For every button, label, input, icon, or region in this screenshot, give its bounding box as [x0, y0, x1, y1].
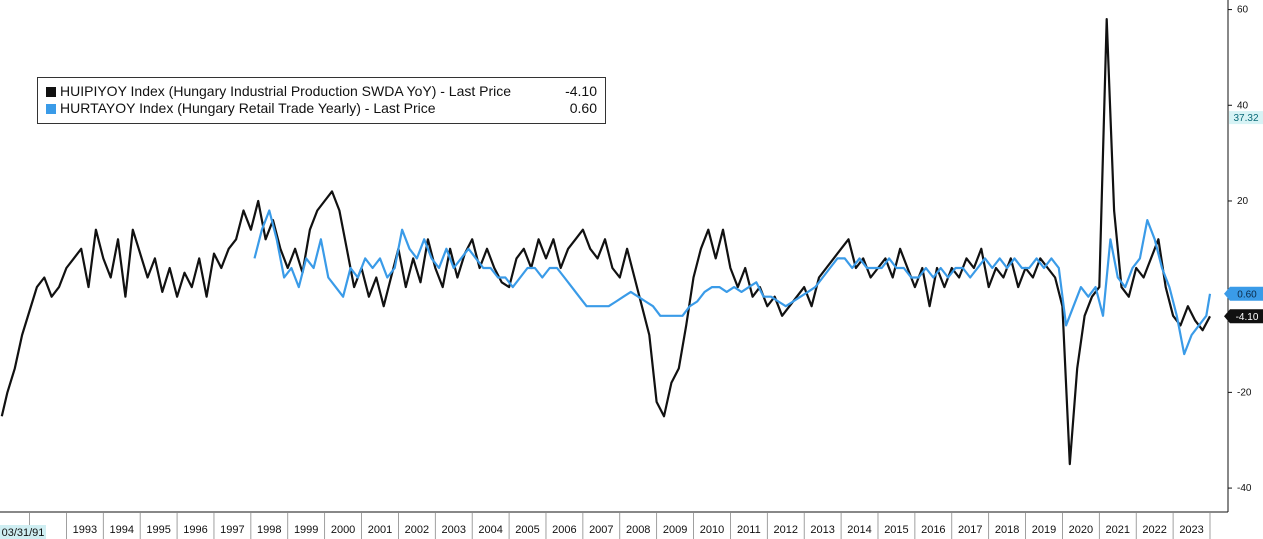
last-value-badge-black	[1224, 309, 1263, 324]
x-tick-label: 2009	[663, 524, 687, 536]
y-tick-label: -40	[1237, 483, 1252, 494]
x-tick-label: 2017	[958, 524, 982, 536]
x-tick-label: 2012	[774, 524, 798, 536]
x-tick-label: 2003	[442, 524, 466, 536]
last-value-label-black: -4.10	[1236, 312, 1259, 323]
y-tick-label: 20	[1237, 196, 1249, 207]
x-tick-label: 1994	[109, 524, 133, 536]
plot-area	[0, 18, 1212, 466]
max-value-badge	[1229, 111, 1263, 125]
legend-swatch-black	[46, 86, 56, 97]
value-badges: 37.32 0.60 -4.10	[1224, 111, 1263, 324]
y-axis: 60 40 20 -20 -40	[1227, 0, 1252, 512]
x-tick-label: 2007	[589, 524, 613, 536]
x-tick-label: 2010	[700, 524, 724, 536]
x-tick-label: 2008	[626, 524, 650, 536]
x-tick-label: 2002	[405, 524, 429, 536]
x-start-label: 03/31/91	[2, 527, 45, 539]
x-tick-label: 2019	[1032, 524, 1056, 536]
chart-legend: HUIPIYOY Index (Hungary Industrial Produ…	[37, 77, 606, 124]
x-tick-label: 1998	[257, 524, 281, 536]
x-tick-label: 2013	[810, 524, 834, 536]
x-tick-label: 2005	[515, 524, 539, 536]
x-start-badge	[0, 525, 46, 539]
x-tick-label: 2020	[1069, 524, 1093, 536]
legend-item-hurtayoy: HURTAYOY Index (Hungary Retail Trade Yea…	[46, 100, 597, 117]
x-tick-label: 2014	[847, 524, 871, 536]
y-tick-label: -20	[1237, 387, 1252, 398]
legend-value: -4.10	[565, 83, 597, 99]
x-tick-label: 2016	[921, 524, 945, 536]
legend-label: HUIPIYOY Index (Hungary Industrial Produ…	[60, 83, 512, 99]
series-line-hurtayoy	[253, 209, 1212, 356]
legend-value: 0.60	[569, 100, 597, 116]
x-tick-label: 2000	[331, 524, 355, 536]
last-value-badge-blue	[1224, 286, 1263, 301]
x-tick-label: 2006	[552, 524, 576, 536]
x-axis: 1993 1994 1995 1996 1997 1998 1999 2000 2001 2002…	[0, 511, 1228, 539]
x-tick-label: 2018	[995, 524, 1019, 536]
x-tick-label: 1996	[183, 524, 207, 536]
x-tick-label: 2011	[737, 524, 761, 536]
max-value-label: 37.32	[1233, 113, 1258, 124]
x-tick-label: 1995	[146, 524, 170, 536]
x-tick-label: 2004	[478, 524, 502, 536]
x-tick-label: 1993	[73, 524, 97, 536]
last-value-label-blue: 0.60	[1237, 289, 1257, 300]
x-tick-label: 2023	[1179, 524, 1203, 536]
x-tick-label: 2021	[1106, 524, 1130, 536]
x-tick-label: 1997	[220, 524, 244, 536]
x-tick-label: 1999	[294, 524, 318, 536]
y-tick-label: 40	[1237, 100, 1249, 111]
legend-item-huipiyoy: HUIPIYOY Index (Hungary Industrial Produ…	[46, 83, 597, 100]
x-tick-label: 2022	[1142, 524, 1166, 536]
x-tick-label: 2001	[368, 524, 392, 536]
legend-swatch-blue	[46, 103, 56, 114]
y-tick-label: 60	[1237, 5, 1249, 16]
legend-label: HURTAYOY Index (Hungary Retail Trade Yea…	[60, 100, 436, 116]
x-tick-label: 2015	[884, 524, 908, 536]
